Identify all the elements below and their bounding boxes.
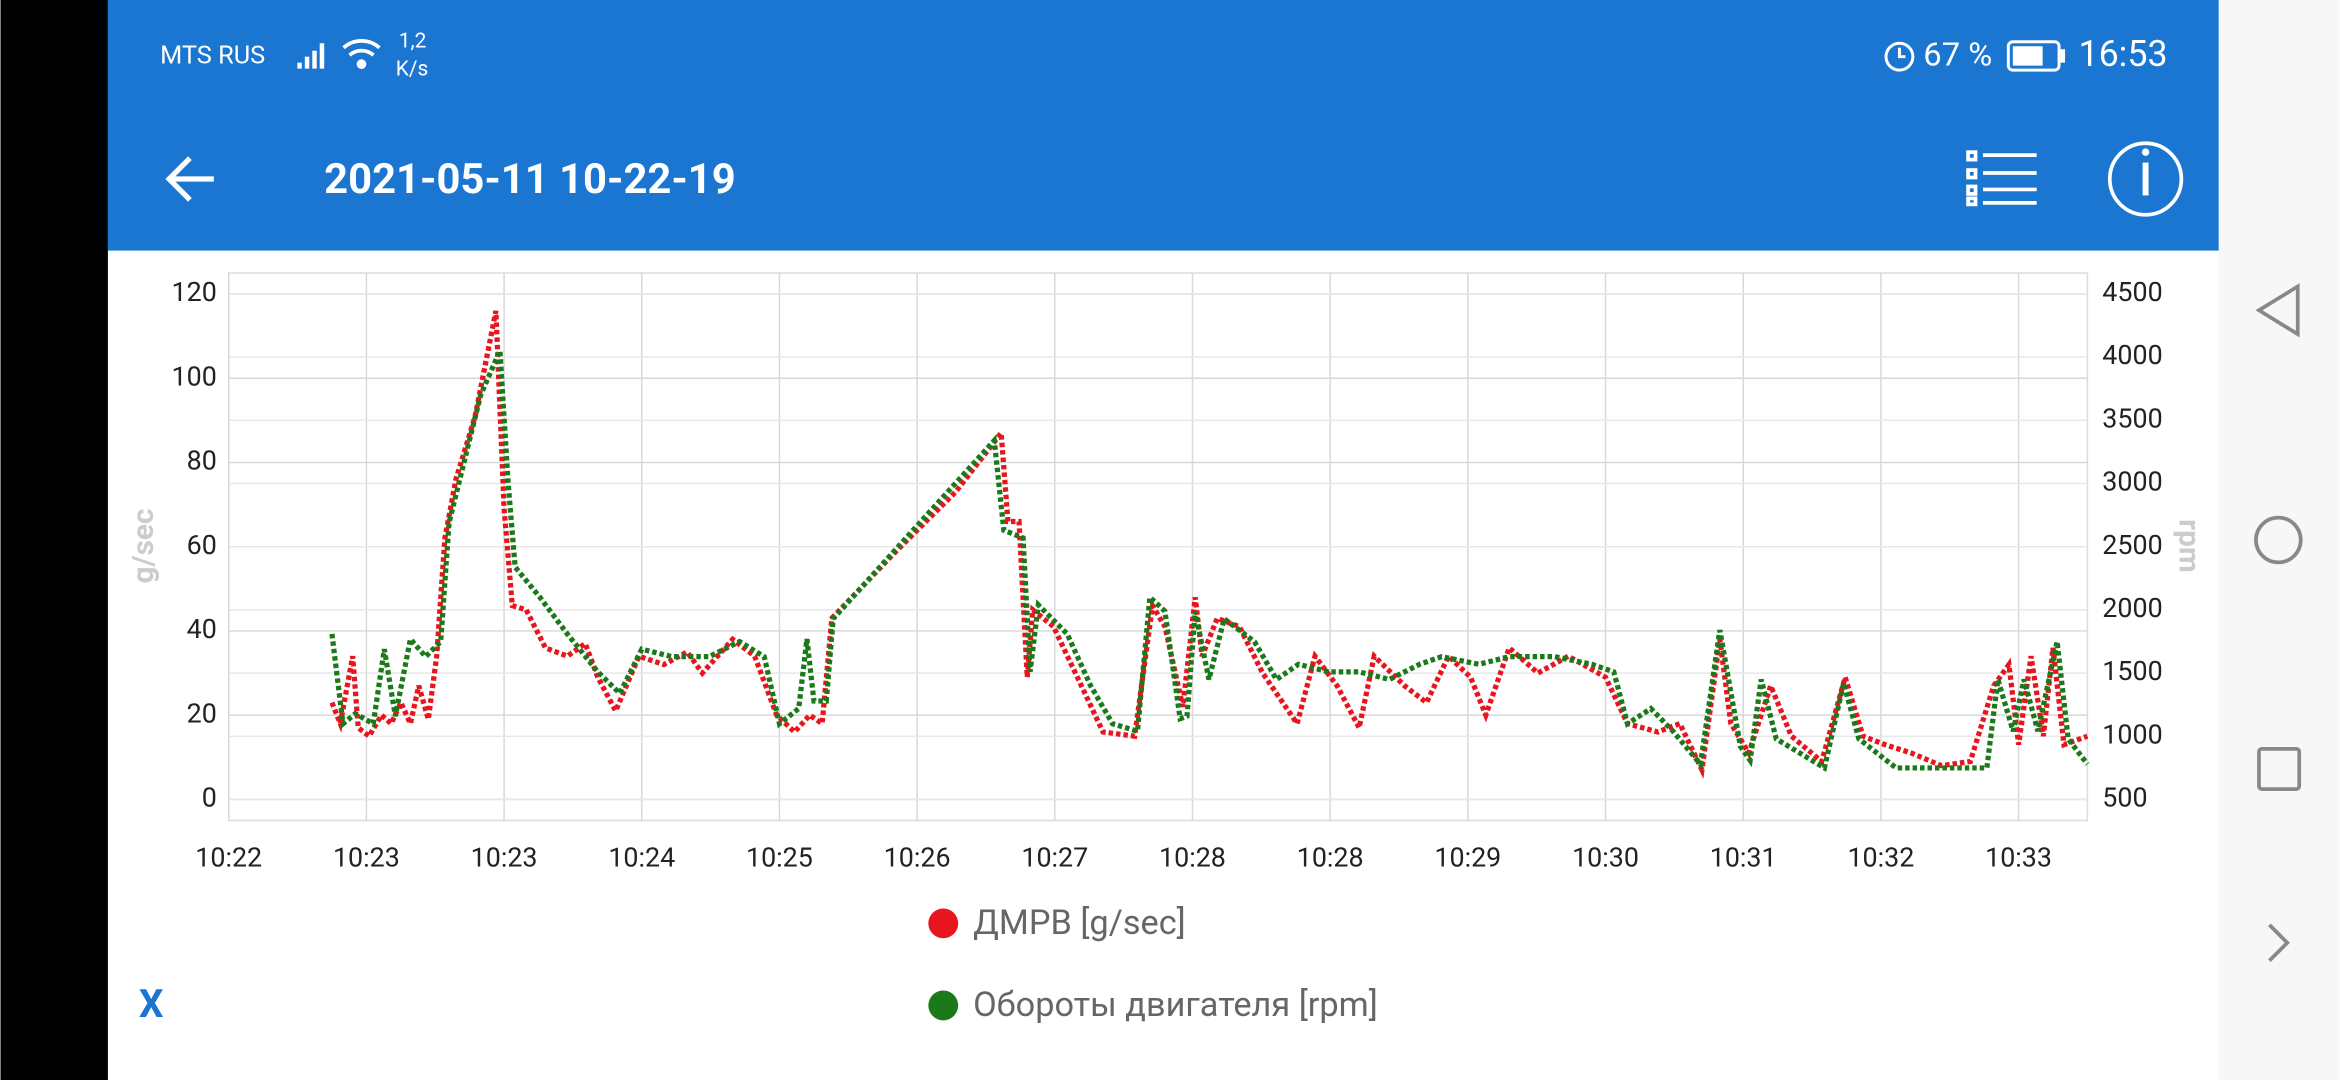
y-tick-label: 100 xyxy=(172,360,217,392)
x-tick-label: 10:28 xyxy=(1297,841,1364,873)
close-button[interactable]: X xyxy=(139,982,164,1027)
y2-tick-label: 4000 xyxy=(2102,339,2162,371)
y-axis-label: g/sec xyxy=(126,508,161,583)
x-tick-label: 10:31 xyxy=(1710,841,1777,873)
x-tick-label: 10:23 xyxy=(333,841,400,873)
y-tick-label: 120 xyxy=(172,276,217,308)
net-speed-unit: K/s xyxy=(396,58,429,82)
x-tick-label: 10:28 xyxy=(1159,841,1226,873)
x-tick-label: 10:24 xyxy=(608,841,675,873)
y2-tick-label: 3500 xyxy=(2102,402,2162,434)
carrier: MTS RUS xyxy=(160,40,265,70)
x-tick-label: 10:25 xyxy=(746,841,813,873)
y-tick-label: 20 xyxy=(187,697,217,729)
nav-home[interactable] xyxy=(2254,515,2303,565)
y2-axis-label: rpm xyxy=(2171,519,2206,573)
y2-tick-label: 1500 xyxy=(2102,655,2162,687)
y-tick-label: 80 xyxy=(187,445,217,477)
legend-marker xyxy=(928,908,959,939)
series-line xyxy=(329,349,2090,773)
x-tick-label: 10:32 xyxy=(1847,841,1914,873)
x-tick-label: 10:26 xyxy=(884,841,951,873)
screen-title: 2021-05-11 10-22-19 xyxy=(324,155,736,204)
nav-back[interactable] xyxy=(2255,283,2300,338)
alarm-icon xyxy=(1884,41,1915,72)
battery-percent: 67 % xyxy=(1923,36,1992,74)
y2-tick-label: 1000 xyxy=(2102,718,2162,750)
nav-recent[interactable] xyxy=(2257,746,2302,791)
x-tick-label: 10:22 xyxy=(195,841,262,873)
x-tick-label: 10:29 xyxy=(1434,841,1501,873)
y-tick-label: 40 xyxy=(187,613,217,645)
net-speed: 1,2 xyxy=(399,29,427,53)
battery-icon xyxy=(2006,40,2066,72)
y2-tick-label: 2000 xyxy=(2102,592,2162,624)
y2-tick-label: 4500 xyxy=(2102,276,2162,308)
list-button[interactable] xyxy=(1966,150,2037,207)
legend-label: ДМРВ [g/sec] xyxy=(973,903,1186,943)
y2-tick-label: 3000 xyxy=(2102,466,2162,498)
signal-icon xyxy=(297,43,325,69)
back-button[interactable] xyxy=(165,156,214,202)
left-bezel xyxy=(0,0,108,1080)
y-tick-label: 60 xyxy=(187,529,217,561)
x-tick-label: 10:30 xyxy=(1572,841,1639,873)
y2-tick-label: 2500 xyxy=(2102,529,2162,561)
y2-tick-label: 500 xyxy=(2102,782,2147,814)
app-header xyxy=(107,0,2219,251)
x-tick-label: 10:27 xyxy=(1021,841,1088,873)
x-tick-label: 10:33 xyxy=(1985,841,2052,873)
nav-more[interactable] xyxy=(2268,923,2290,962)
clock: 16:53 xyxy=(2078,33,2167,75)
wifi-icon xyxy=(342,39,381,69)
info-button[interactable] xyxy=(2107,141,2184,217)
legend-label: Обороты двигателя [rpm] xyxy=(973,985,1378,1025)
legend-marker xyxy=(928,990,959,1021)
x-tick-label: 10:23 xyxy=(471,841,538,873)
nav-bar xyxy=(2218,0,2340,1080)
series-line xyxy=(329,310,2089,779)
y-tick-label: 0 xyxy=(202,781,217,813)
